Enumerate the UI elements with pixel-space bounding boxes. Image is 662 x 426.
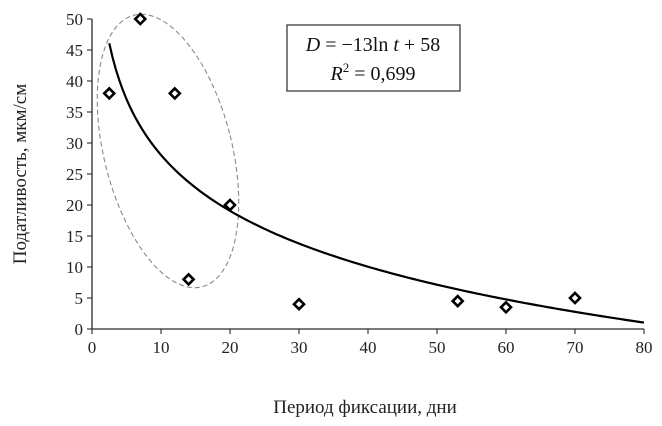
data-point <box>133 12 148 26</box>
data-point <box>181 272 196 287</box>
equation-rhs-suffix: + 58 <box>399 34 440 56</box>
data-point <box>499 300 513 315</box>
equation-rhs-prefix: = −13ln <box>320 34 393 56</box>
x-tick-label: 0 <box>88 338 97 357</box>
equation-box: D = −13ln t + 58 R2 = 0,699 <box>286 24 461 92</box>
r-squared: R2 = 0,699 <box>330 60 416 85</box>
x-axis-title: Период фиксации, дни <box>273 397 457 418</box>
x-tick-label: 80 <box>636 338 653 357</box>
data-point <box>102 86 117 101</box>
y-tick-label: 0 <box>75 320 84 339</box>
x-tick-label: 10 <box>153 338 170 357</box>
y-tick-label: 5 <box>75 289 84 308</box>
data-point <box>450 294 465 308</box>
equation-var: t <box>393 34 399 56</box>
trendline-equation: D = −13ln t + 58 <box>305 34 440 56</box>
r-squared-rhs: = 0,699 <box>349 63 415 85</box>
y-tick-label: 20 <box>66 196 83 215</box>
y-tick-label: 40 <box>66 72 83 91</box>
y-tick-label: 10 <box>66 258 83 277</box>
y-tick-label: 35 <box>66 103 83 122</box>
x-tick-label: 40 <box>360 338 377 357</box>
data-points <box>102 12 582 315</box>
y-tick-label: 15 <box>66 227 83 246</box>
data-point <box>223 198 237 212</box>
x-tick-label: 30 <box>291 338 308 357</box>
x-tick-label: 60 <box>498 338 515 357</box>
r-squared-lhs: R <box>330 63 343 85</box>
r-squared-sup: 2 <box>343 60 350 75</box>
y-axis-title: Податливость, мкм/см <box>10 84 31 265</box>
data-point <box>167 86 182 101</box>
equation-lhs: D <box>305 34 321 56</box>
equation-box-border <box>286 24 461 92</box>
data-point <box>292 297 306 312</box>
y-tick-label: 50 <box>66 10 83 29</box>
x-ticks: 0 10 20 30 40 50 60 70 80 <box>88 329 653 357</box>
x-tick-label: 70 <box>567 338 584 357</box>
data-point <box>568 291 582 305</box>
x-tick-label: 50 <box>429 338 446 357</box>
trendline <box>108 42 645 324</box>
plot-area: 0 5 10 15 20 25 30 35 40 45 50 0 10 20 30 40 50 60 70 80 <box>66 10 653 357</box>
y-tick-label: 25 <box>66 165 83 184</box>
cluster-ellipse <box>96 13 240 289</box>
y-tick-label: 30 <box>66 134 83 153</box>
x-tick-label: 20 <box>222 338 239 357</box>
y-tick-label: 45 <box>66 41 83 60</box>
y-ticks: 0 5 10 15 20 25 30 35 40 45 50 <box>66 10 92 339</box>
